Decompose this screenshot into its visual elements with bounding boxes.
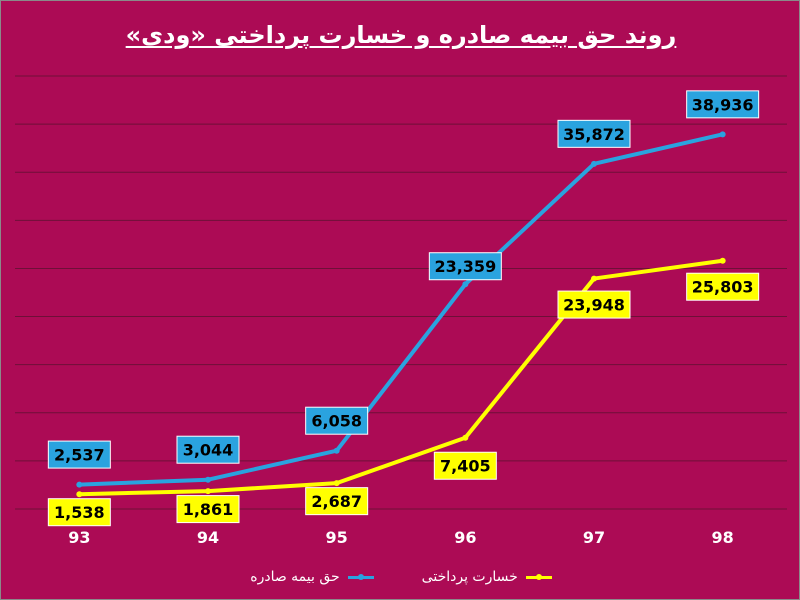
- data-point: [462, 434, 469, 441]
- data-point: [333, 480, 340, 487]
- legend-item-premium: حق بیمه صادره: [250, 569, 374, 585]
- data-point: [333, 447, 340, 454]
- legend-label-loss: خسارت پرداختی: [421, 569, 518, 585]
- data-label-box: [305, 487, 369, 516]
- data-label: 7,405: [440, 457, 491, 476]
- legend-swatch-premium: [347, 573, 374, 580]
- data-label: 1,861: [183, 500, 234, 519]
- data-label: 23,359: [434, 257, 496, 276]
- series-line-0: [77, 132, 725, 487]
- data-label-box: [47, 440, 111, 469]
- x-tick-label: 94: [197, 528, 219, 547]
- data-label: 1,538: [54, 503, 105, 522]
- data-point: [591, 275, 597, 282]
- data-label: 6,058: [311, 412, 362, 431]
- data-label-box: [176, 435, 240, 464]
- x-tick-label: 93: [68, 528, 90, 547]
- data-label-box: [433, 451, 497, 480]
- data-point: [76, 491, 83, 498]
- data-point: [205, 488, 211, 495]
- x-tick-label: 97: [583, 528, 605, 547]
- data-label: 23,948: [563, 296, 625, 315]
- data-label: 38,936: [692, 95, 754, 114]
- data-point: [591, 160, 597, 167]
- data-label-box: [557, 290, 631, 319]
- data-label-box: [428, 252, 502, 281]
- chart-plot: 93 94 95 96 97 98 2,537 3,044 6,058 23,359 35,872 3…: [15, 75, 787, 547]
- data-label: 2,687: [311, 492, 362, 511]
- chart-title: روند حق بیمه صادره و خسارت پرداختی «ودی»: [125, 21, 677, 49]
- data-label: 2,537: [54, 446, 105, 465]
- data-label-box: [305, 406, 369, 435]
- data-label: 3,044: [183, 441, 234, 460]
- data-point: [76, 481, 83, 488]
- data-point: [205, 476, 211, 483]
- data-label-box: [686, 90, 760, 119]
- x-tick-label: 96: [454, 528, 476, 547]
- data-label: 25,803: [692, 278, 754, 297]
- data-label-box: [176, 495, 240, 524]
- data-point: [719, 257, 726, 264]
- x-tick-label: 95: [326, 528, 348, 547]
- legend-swatch-loss: [525, 573, 552, 580]
- data-point: [719, 131, 726, 138]
- data-label-box: [686, 272, 760, 301]
- legend: حق بیمه صادره خسارت پرداختی: [1, 569, 799, 585]
- series-line-1: [77, 258, 725, 497]
- data-label-box: [47, 498, 111, 527]
- data-label-box: [557, 119, 631, 148]
- data-label: 35,872: [563, 125, 625, 144]
- legend-item-loss: خسارت پرداختی: [422, 569, 552, 585]
- legend-label-premium: حق بیمه صادره: [250, 569, 340, 585]
- x-tick-label: 98: [712, 528, 734, 547]
- data-point: [462, 281, 469, 288]
